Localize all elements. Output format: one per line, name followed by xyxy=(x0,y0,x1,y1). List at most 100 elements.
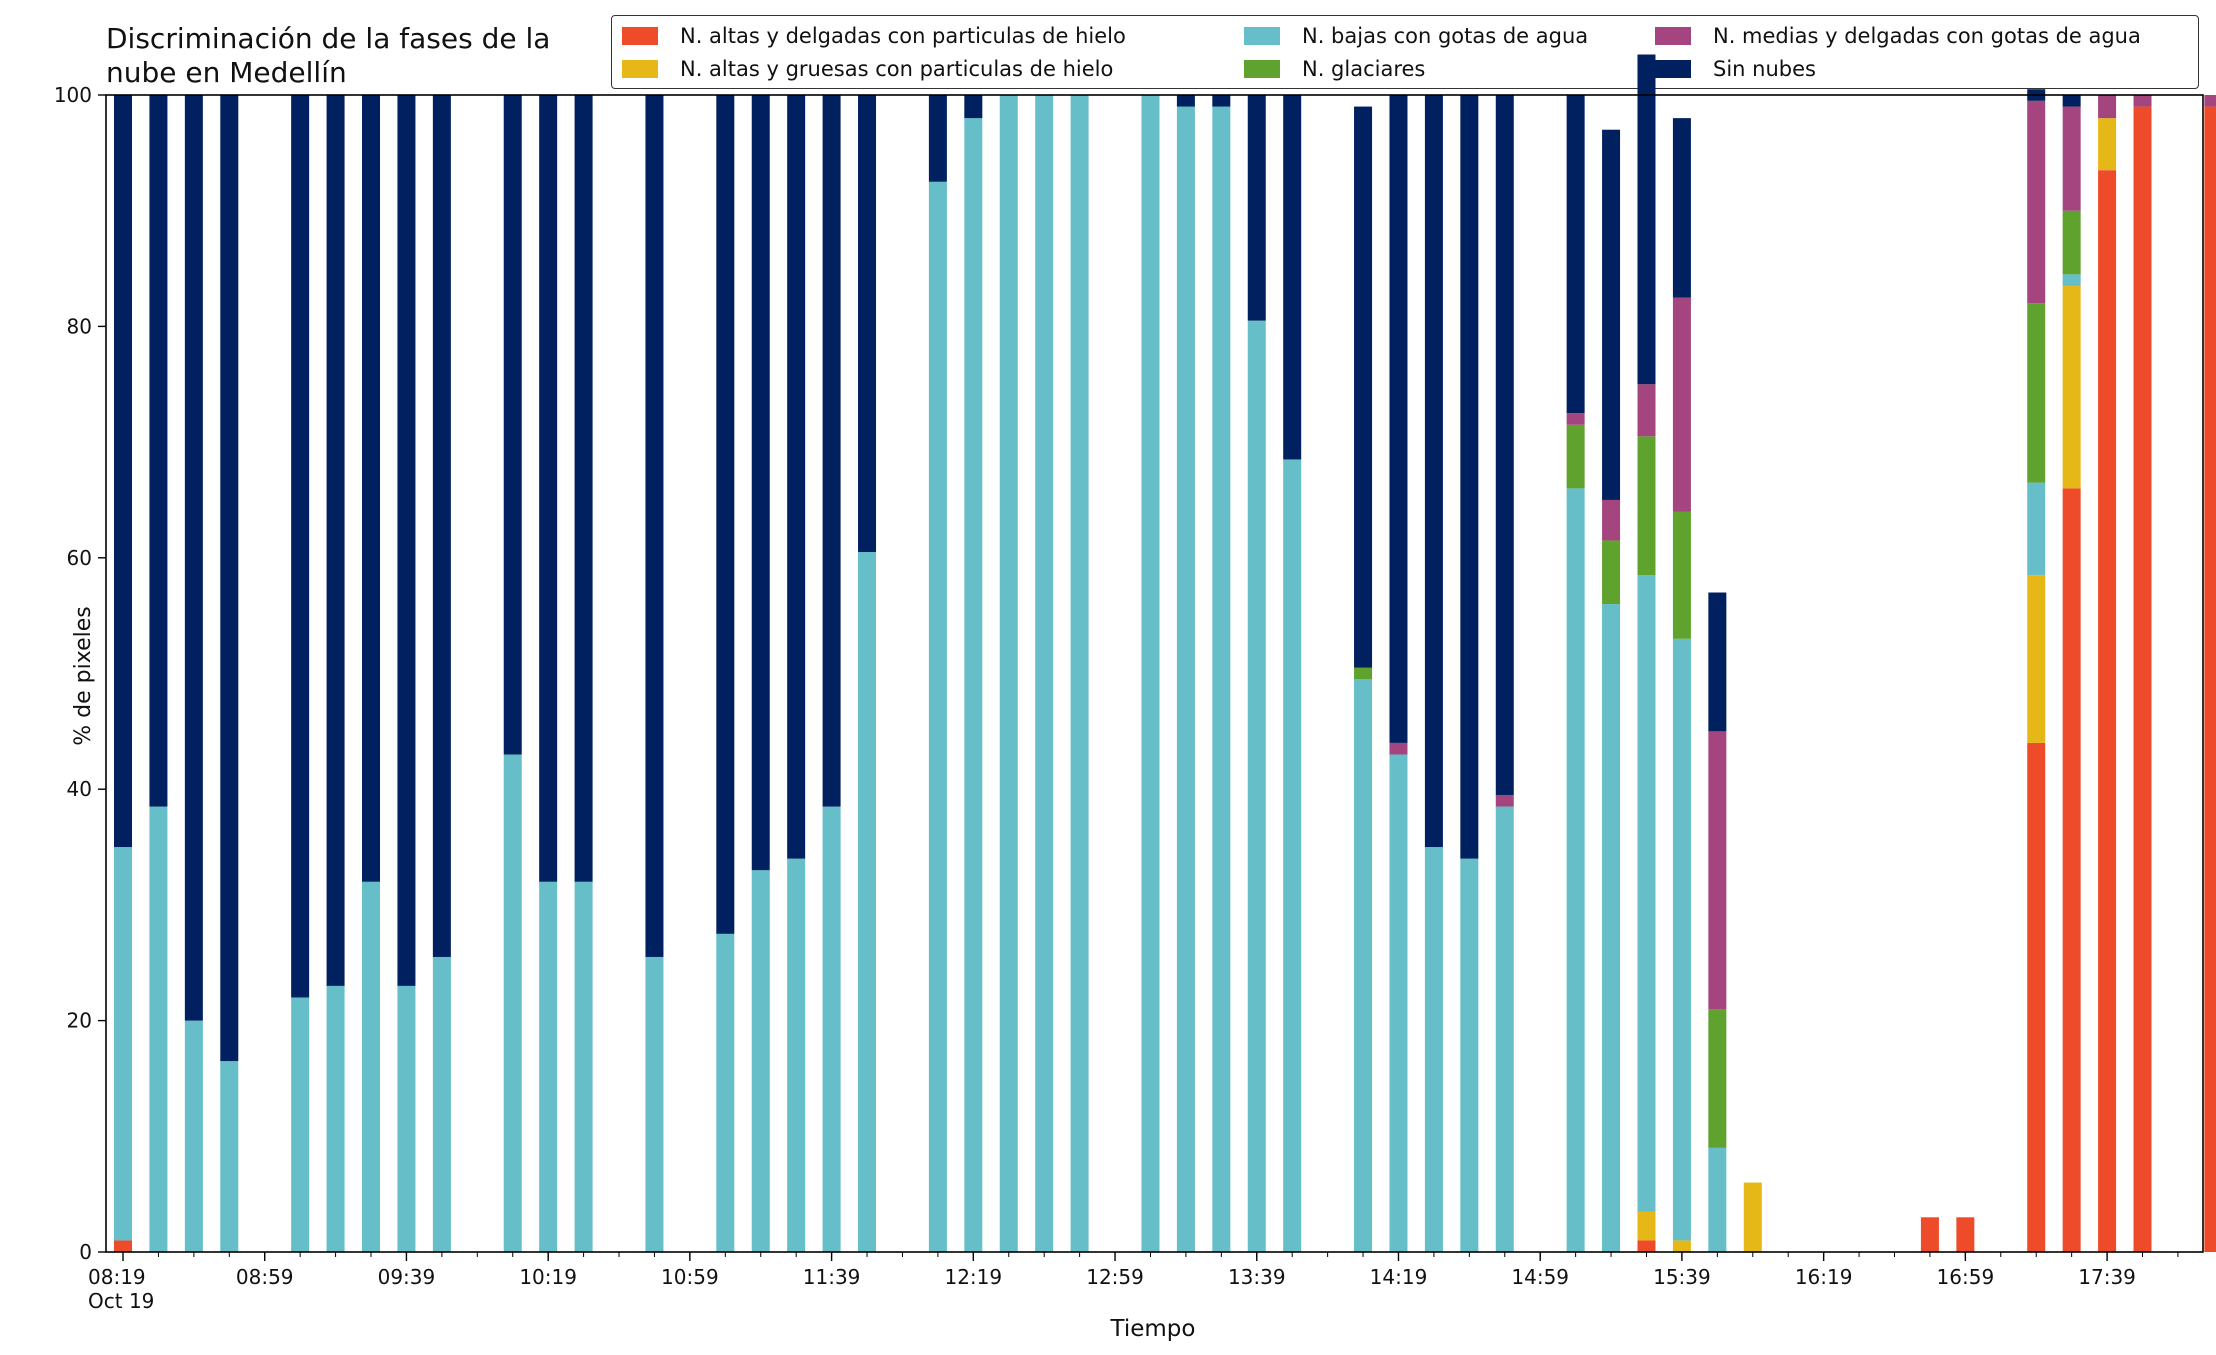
bar-segment xyxy=(1141,95,1160,1252)
bar-segment xyxy=(1672,297,1691,512)
bar-segment xyxy=(858,552,877,1252)
bar-segment xyxy=(1460,858,1479,1252)
bar-segment xyxy=(1637,384,1656,437)
plot-frame xyxy=(105,94,2204,1253)
x-tick-label: 16:19 xyxy=(1795,1265,1853,1289)
bar-segment xyxy=(1920,1217,1939,1252)
bar-segment xyxy=(2027,482,2046,576)
bar-segment xyxy=(291,95,310,998)
bar-segment xyxy=(184,95,203,1021)
bar-segment xyxy=(1637,54,1656,385)
bar-segment xyxy=(1956,1217,1975,1252)
bar-segment xyxy=(2098,170,2117,1253)
bar-segment xyxy=(1389,95,1408,743)
bar-segment xyxy=(2204,95,2216,107)
bar-segment xyxy=(787,95,806,859)
bar-segment xyxy=(1566,413,1585,425)
bar-segment xyxy=(1424,847,1443,1252)
legend-item-glaciares: N. glaciares xyxy=(1244,54,1425,84)
bar-segment xyxy=(2062,95,2081,107)
bar-segment xyxy=(2062,210,2081,275)
bar-segment xyxy=(1354,106,1373,668)
bar-segment xyxy=(220,1061,239,1252)
bar-segment xyxy=(1176,106,1195,1253)
bar-segment xyxy=(2204,106,2216,1253)
legend-swatch xyxy=(1655,27,1691,45)
legend: N. altas y delgadas con particulas de hi… xyxy=(611,15,2199,89)
bar-segment xyxy=(539,95,558,882)
bar-segment xyxy=(220,95,239,1062)
bar-segment xyxy=(2098,95,2117,119)
bar-segment xyxy=(2062,285,2081,489)
bar-segment xyxy=(645,95,664,957)
bar-segment xyxy=(1212,95,1231,107)
chart-title: Discriminación de la fases de la nube en… xyxy=(106,22,551,89)
x-tick-label: 10:19 xyxy=(519,1265,577,1289)
y-tick-label: 100 xyxy=(54,83,92,107)
legend-label: N. altas y delgadas con particulas de hi… xyxy=(680,24,1126,48)
x-tick-label: 08:19 Oct 19 xyxy=(88,1265,154,1313)
bar-segment xyxy=(1495,806,1514,1252)
bar-segment xyxy=(362,95,381,882)
bar-segment xyxy=(1637,436,1656,576)
y-tick-label: 0 xyxy=(79,1240,92,1264)
y-tick-label: 60 xyxy=(67,546,92,570)
bar-segment xyxy=(184,1020,203,1252)
legend-label: N. medias y delgadas con gotas de agua xyxy=(1713,24,2141,48)
y-tick-label: 20 xyxy=(67,1009,92,1033)
bar-segment xyxy=(645,956,664,1252)
x-tick-label: 14:59 xyxy=(1511,1265,1569,1289)
bar-segment xyxy=(928,181,947,1252)
bar-segment xyxy=(326,985,345,1252)
legend-swatch xyxy=(622,60,658,78)
x-axis-label: Tiempo xyxy=(1110,1316,1196,1342)
bar-segment xyxy=(858,95,877,553)
bar-segment xyxy=(574,881,593,1252)
legend-label: N. bajas con gotas de agua xyxy=(1302,24,1589,48)
bar-segment xyxy=(1389,742,1408,755)
bar-segment xyxy=(503,754,522,1252)
x-tick-label: 11:39 xyxy=(803,1265,861,1289)
bar-segment xyxy=(432,95,451,957)
legend-swatch xyxy=(1655,60,1691,78)
bar-segment xyxy=(149,806,168,1252)
bar-segment xyxy=(1743,1182,1762,1252)
bar-segment xyxy=(1602,129,1621,500)
bar-segment xyxy=(1637,1240,1656,1252)
bar-segment xyxy=(999,95,1018,1252)
bar-segment xyxy=(114,95,132,848)
y-tick-label: 80 xyxy=(67,314,92,338)
bar-segment xyxy=(1708,731,1727,1010)
bar-segment xyxy=(1354,667,1373,680)
bar-segment xyxy=(751,95,770,871)
legend-item-sin-nubes: Sin nubes xyxy=(1655,54,1816,84)
bar-segment xyxy=(716,95,735,934)
bar-segment xyxy=(2027,100,2046,304)
bar-segment xyxy=(716,933,735,1252)
bar-segment xyxy=(822,806,841,1252)
bar-segment xyxy=(1637,575,1656,1212)
bar-segment xyxy=(1672,118,1691,298)
bar-segment xyxy=(1637,1211,1656,1241)
x-tick-label: 09:39 xyxy=(378,1265,436,1289)
bar-segment xyxy=(1708,1147,1727,1252)
legend-swatch xyxy=(622,27,658,45)
y-axis-label: % de pixeles xyxy=(71,606,97,746)
bar-segment xyxy=(362,881,381,1252)
bar-segment xyxy=(1495,95,1514,795)
x-tick-label: 15:39 xyxy=(1653,1265,1711,1289)
bar-segment xyxy=(2133,106,2152,1253)
bar-segment xyxy=(2027,742,2046,1252)
bar-segment xyxy=(432,956,451,1252)
x-tick-label: 08:59 xyxy=(236,1265,294,1289)
x-tick-label: 10:59 xyxy=(661,1265,719,1289)
bar-segment xyxy=(787,858,806,1252)
legend-item-hielo-delgadas: N. altas y delgadas con particulas de hi… xyxy=(622,21,1126,51)
bar-segment xyxy=(149,95,168,807)
bar-segment xyxy=(1602,499,1621,541)
bar-segment xyxy=(1566,424,1585,489)
bar-segment xyxy=(2062,274,2081,286)
bar-segment xyxy=(1672,638,1691,1241)
bar-segment xyxy=(964,95,983,119)
